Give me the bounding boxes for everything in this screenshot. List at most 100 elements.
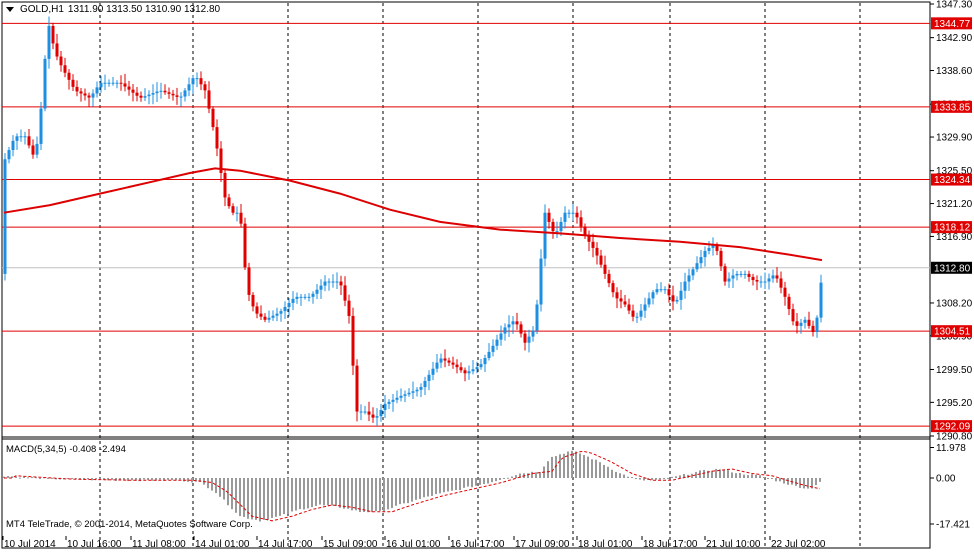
candle-bullish [555,231,559,233]
candle-bearish [131,89,135,93]
candle-bullish [655,289,659,293]
candle-bullish [311,293,315,297]
candle-bullish [319,285,323,290]
macd-histogram-bar [119,478,121,481]
candle-bearish [343,285,347,301]
macd-histogram-bar [335,478,337,507]
macd-histogram-bar [295,478,297,511]
macd-histogram-bar [27,477,29,479]
candle-bullish [7,150,11,160]
macd-histogram-bar [567,451,569,478]
candle-bearish [67,72,71,80]
candle-bullish [187,84,191,91]
price-level-label: 1318.12 [934,223,971,234]
macd-histogram-bar [319,478,321,505]
candle-bullish [731,275,735,279]
macd-histogram-bar [171,478,173,481]
macd-histogram-bar [255,478,257,520]
candle-bullish [491,345,495,352]
candle-bullish [539,258,543,305]
time-axis-label: 17 Jul 09:00 [515,539,570,550]
chart-header: GOLD,H1 1311.90 1313.50 1310.90 1312.80 [6,4,220,15]
macd-histogram-bar [175,478,177,481]
macd-histogram-bar [143,478,145,480]
candle-bearish [587,235,591,242]
macd-histogram-bar [51,477,53,479]
candle-bullish [11,140,15,151]
candle-bearish [451,362,455,365]
macd-histogram-bar [651,478,653,481]
time-axis-label: 14 Jul 01:00 [195,539,250,550]
candle-bearish [127,86,131,90]
candle-bullish [363,411,367,413]
price-level-badge [931,17,972,30]
candle-bearish [199,78,203,85]
candle-bullish [399,395,403,398]
macd-histogram-bar [775,478,777,482]
candle-bearish [87,95,91,98]
macd-histogram-bar [639,478,641,480]
candle-bearish [171,93,175,96]
macd-signal-line [4,450,821,522]
macd-histogram-bar [595,459,597,478]
candle-bullish [395,397,399,400]
macd-histogram-bar [603,464,605,478]
macd-histogram-bar [499,478,501,480]
price-axis-label: 1347.30 [936,0,973,11]
macd-histogram-bar [163,478,165,481]
time-axis-label: 10 Jul 16:00 [67,539,122,550]
time-axis-label: 21 Jul 10:00 [706,539,761,550]
candle-bearish [123,83,127,87]
macd-histogram-bar [551,456,553,478]
candle-bearish [219,148,223,173]
candle-bullish [659,289,663,291]
candle-bearish [63,65,67,73]
candle-bullish [283,307,287,312]
macd-histogram-bar [235,478,237,513]
candle-bullish [43,58,47,109]
macd-histogram-bar [711,470,713,478]
candle-bearish [779,278,783,288]
macd-histogram-bar [515,475,517,478]
candle-bearish [459,367,463,371]
macd-histogram-bar [239,478,241,517]
candle-bearish [611,283,615,293]
candle-bullish [527,336,531,343]
candle-bearish [607,273,611,284]
candle-bullish [415,389,419,392]
macd-histogram-bar [83,478,85,480]
current-price-label: 1312.80 [934,263,971,274]
macd-histogram-bar [147,478,149,481]
candle-bearish [667,289,671,296]
candle-bearish [443,358,447,361]
macd-histogram-bar [307,478,309,509]
macd-histogram-bar [199,478,201,482]
candle-bullish [195,78,199,80]
candle-bullish [95,87,99,94]
candle-bearish [455,364,459,368]
macd-histogram-bar [735,473,737,478]
macd-histogram-bar [371,478,373,513]
macd-histogram-bar [643,478,645,481]
candle-bearish [163,90,167,93]
price-axis-label: 1316.90 [936,232,973,243]
price-level-badge [931,420,972,433]
macd-histogram-bar [363,478,365,512]
macd-histogram-bar [19,477,21,479]
macd-histogram-bar [155,478,157,481]
macd-histogram-bar [563,453,565,478]
dropdown-triangle-icon[interactable] [6,7,14,12]
macd-histogram-bar [379,478,381,511]
candle-bullish [799,322,803,326]
macd-histogram-bar [663,478,665,479]
macd-histogram-bar [215,478,217,494]
macd-histogram-bar [751,474,753,478]
candle-bearish [223,172,227,198]
macd-histogram-bar [555,456,557,478]
time-axis-label: 18 Jul 17:00 [643,539,698,550]
macd-histogram-bar [11,476,13,478]
candle-bullish [767,278,771,282]
price-axis-label: 1342.90 [936,33,973,44]
candle-bullish [315,289,319,294]
